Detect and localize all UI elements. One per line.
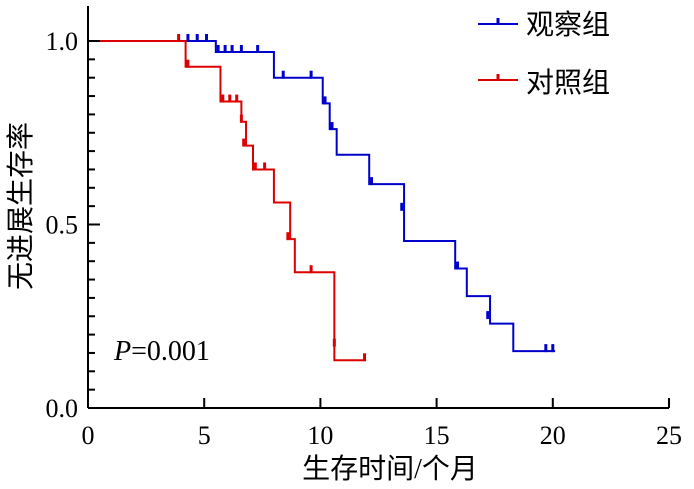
p-value-symbol: P	[113, 336, 131, 367]
y-tick-label: 0.0	[46, 394, 79, 423]
survival-step-line	[88, 40, 556, 353]
x-tick-label: 20	[540, 421, 566, 450]
x-tick-label: 5	[198, 421, 211, 450]
survival-step-line	[88, 40, 365, 362]
legend: 观察组 对照组	[478, 9, 610, 99]
x-tick-label: 25	[656, 421, 682, 450]
x-tick-label: 10	[307, 421, 333, 450]
y-axis-title: 无进展生存率	[5, 122, 37, 290]
legend-label-observation: 观察组	[526, 9, 610, 41]
y-tick-label: 1.0	[46, 27, 79, 56]
series-0	[88, 34, 556, 353]
legend-item-control: 对照组	[478, 67, 610, 99]
y-tick-label: 0.5	[46, 211, 79, 240]
p-value-annotation: P=0.001	[113, 336, 210, 367]
x-tick-label: 0	[82, 421, 95, 450]
series-layer	[88, 34, 556, 362]
legend-item-observation: 观察组	[478, 9, 610, 41]
series-1	[88, 34, 367, 362]
p-value-number: =0.001	[131, 336, 210, 367]
legend-label-control: 对照组	[526, 67, 610, 99]
ticks-layer: 0 5 10 15 20 25 0.0 0.5 1.0	[46, 27, 683, 450]
x-tick-label: 15	[424, 421, 450, 450]
x-axis-title: 生存时间/个月	[302, 453, 478, 485]
